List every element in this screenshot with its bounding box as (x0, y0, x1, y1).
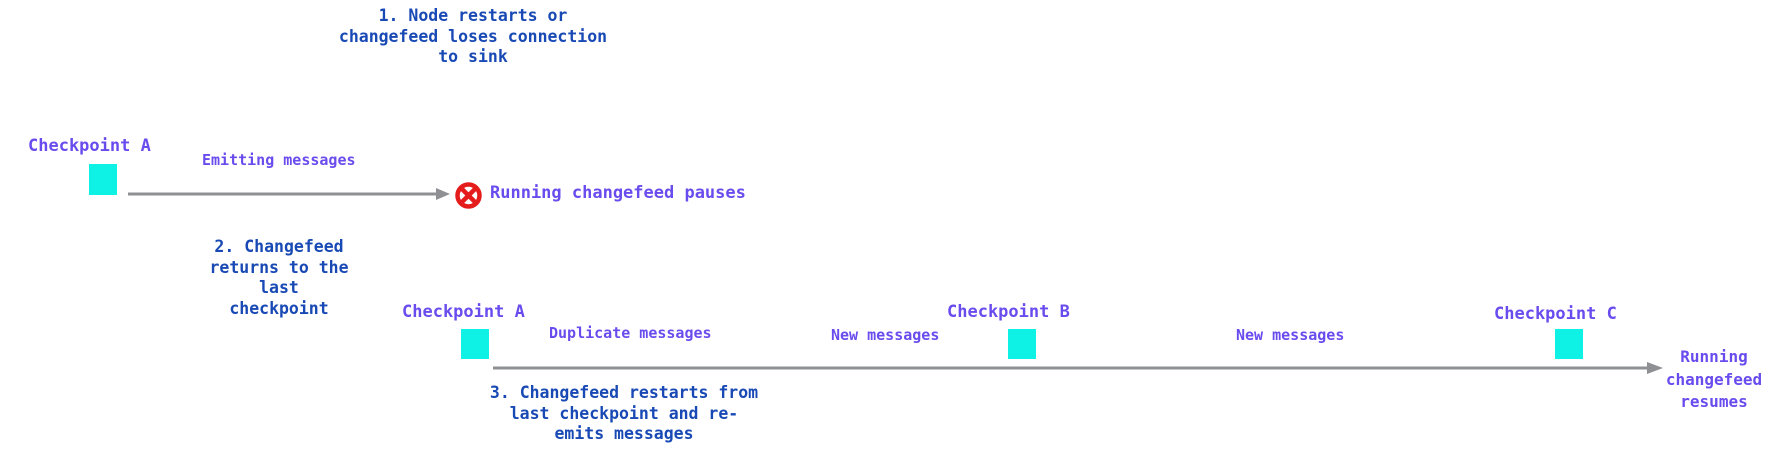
checkpoint-a-label-top: Checkpoint A (28, 136, 151, 156)
checkpoint-a-marker-bottom (461, 329, 489, 359)
new-messages-label-1: New messages (831, 326, 940, 344)
annotation-step3: 3. Changefeed restarts from last checkpo… (489, 383, 759, 443)
emitting-messages-label: Emitting messages (202, 151, 356, 169)
annotation-step1: 1. Node restarts or changefeed loses con… (338, 6, 608, 66)
running-changefeed-resumes-label: Running changefeed resumes (1665, 347, 1763, 411)
annotation-step2: 2. Changefeed returns to the last checkp… (209, 237, 349, 318)
timeline-arrow-top (128, 188, 450, 200)
new-messages-label-2: New messages (1236, 326, 1345, 344)
checkpoint-a-label-bottom: Checkpoint A (402, 302, 525, 322)
checkpoint-b-label: Checkpoint B (947, 302, 1070, 322)
duplicate-messages-label: Duplicate messages (549, 324, 712, 342)
checkpoint-b-marker (1008, 329, 1036, 359)
running-changefeed-pauses-label: Running changefeed pauses (490, 183, 746, 203)
timeline-arrow-bottom (493, 362, 1663, 374)
checkpoint-a-marker-top (89, 164, 117, 195)
checkpoint-c-label: Checkpoint C (1494, 304, 1617, 324)
pause-error-icon (455, 182, 482, 209)
checkpoint-c-marker (1555, 329, 1583, 359)
